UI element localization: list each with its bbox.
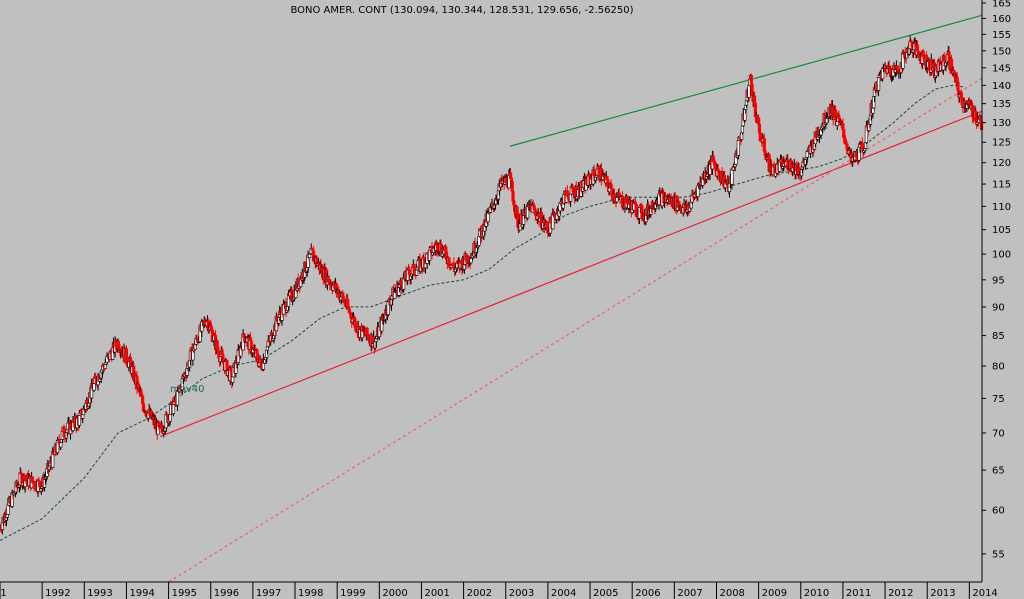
candle-body <box>772 164 776 168</box>
ma-label: mov40 <box>170 384 205 395</box>
candle-body <box>30 476 35 483</box>
y-tick-label: 80 <box>992 362 1005 373</box>
y-tick-label: 55 <box>992 549 1005 560</box>
y-tick-label: 115 <box>992 180 1011 191</box>
trendline <box>159 110 983 438</box>
candle-body <box>730 168 734 185</box>
x-tick-label: 2009 <box>762 588 787 599</box>
y-tick-label: 70 <box>992 428 1005 439</box>
candle-body <box>713 161 717 167</box>
x-tick-label: 2012 <box>888 588 913 599</box>
candle-body <box>365 327 369 336</box>
y-tick-label: 165 <box>992 0 1011 10</box>
x-tick-label: 2004 <box>551 588 576 599</box>
y-tick-label: 150 <box>992 46 1011 57</box>
x-tick-label: 1999 <box>340 588 365 599</box>
trendlines <box>159 14 983 583</box>
candle-body <box>740 125 745 134</box>
ma-line <box>0 84 966 541</box>
candle-body <box>124 348 129 363</box>
candle-body <box>736 140 740 156</box>
x-tick-label: 1997 <box>256 588 281 599</box>
x-tick-label: 1994 <box>129 588 154 599</box>
candle-body <box>876 77 881 91</box>
candle-body <box>486 212 490 222</box>
x-tick-label: 1995 <box>172 588 197 599</box>
y-tick-label: 140 <box>992 81 1011 92</box>
y-tick-label: 100 <box>992 250 1011 261</box>
trendline <box>509 14 983 147</box>
y-axis: 55 60 65 70 75 80 85 90 95 100 105 110 115 120 125 130 1… <box>981 0 1011 582</box>
y-tick-label: 85 <box>992 331 1005 342</box>
y-tick-label: 145 <box>992 63 1011 74</box>
y-tick-label: 65 <box>992 466 1005 477</box>
candle-body <box>81 414 85 419</box>
candle-body <box>59 442 63 448</box>
candles <box>0 35 984 535</box>
x-tick-label: 2007 <box>677 588 702 599</box>
candle-body <box>231 376 235 383</box>
candle-body <box>92 383 96 391</box>
candle-body <box>414 269 419 276</box>
x-tick-label: 1996 <box>214 588 239 599</box>
chart-title: BONO AMER. CONT (130.094, 130.344, 128.5… <box>290 5 633 16</box>
candle-body <box>242 333 246 339</box>
x-tick-label: 2002 <box>467 588 492 599</box>
x-tick-label: 1993 <box>87 588 112 599</box>
x-tick-label: 2006 <box>635 588 660 599</box>
x-axis: 91 1992 1993 1994 1995 1996 1997 1998 1999 2000 20… <box>0 581 998 599</box>
candle-body <box>38 481 42 488</box>
y-tick-label: 125 <box>992 138 1011 149</box>
y-tick-label: 155 <box>992 30 1011 41</box>
y-tick-label: 90 <box>992 302 1005 313</box>
x-tick-label: 2013 <box>930 588 955 599</box>
y-tick-label: 135 <box>992 99 1011 110</box>
x-tick-label: 2010 <box>804 588 829 599</box>
x-tick-label: 1992 <box>45 588 70 599</box>
candle-body <box>747 85 751 98</box>
candle-body <box>750 84 754 96</box>
y-tick-label: 130 <box>992 118 1011 129</box>
y-tick-label: 120 <box>992 158 1011 169</box>
y-tick-label: 60 <box>992 506 1005 517</box>
moving-average <box>0 84 966 541</box>
y-tick-label: 95 <box>992 275 1005 286</box>
x-tick-label: 2011 <box>846 588 871 599</box>
y-tick-label: 75 <box>992 394 1005 405</box>
x-tick-label: 2003 <box>509 588 534 599</box>
x-tick-label: 2008 <box>719 588 744 599</box>
x-tick-label: 2001 <box>424 588 449 599</box>
candle-body <box>762 138 766 152</box>
x-tick-label: 2000 <box>382 588 407 599</box>
x-tick-label: 2005 <box>593 588 618 599</box>
candle-body <box>171 403 176 414</box>
x-tick-label: 91 <box>0 588 7 599</box>
y-tick-label: 160 <box>992 14 1011 25</box>
y-tick-label: 110 <box>992 202 1011 213</box>
candle-body <box>615 196 619 203</box>
candle-body <box>168 413 172 422</box>
y-tick-label: 105 <box>992 225 1011 236</box>
x-tick-label: 2014 <box>972 588 997 599</box>
x-tick-label: 1998 <box>298 588 323 599</box>
